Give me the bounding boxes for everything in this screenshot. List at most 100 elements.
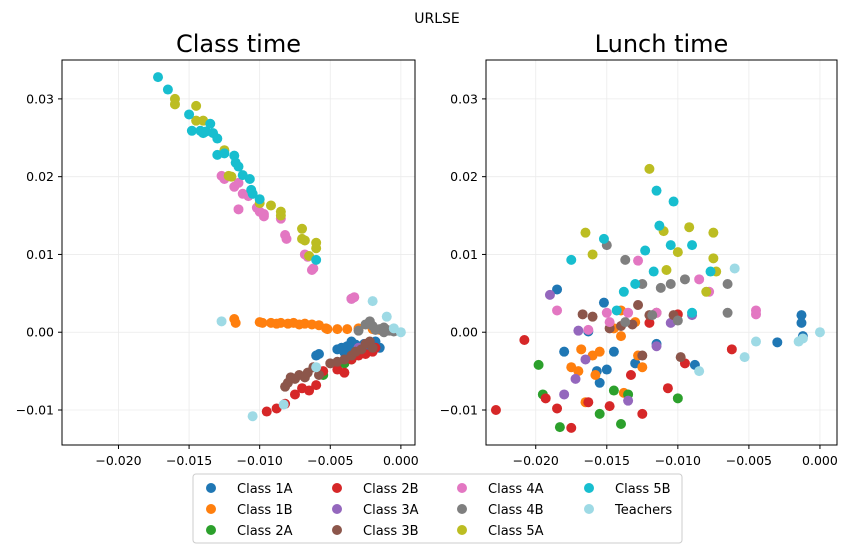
data-point — [726, 344, 737, 355]
y-tick-label: 0.03 — [26, 91, 54, 106]
data-point — [665, 279, 676, 289]
y-tick-label: 0.02 — [26, 169, 54, 184]
legend-marker — [206, 504, 216, 514]
data-point — [648, 266, 659, 277]
y-tick-label: 0.01 — [450, 247, 478, 262]
data-point — [219, 148, 230, 159]
data-point — [342, 324, 353, 335]
data-point — [608, 346, 619, 357]
data-point — [367, 342, 378, 353]
x-tick-label: −0.015 — [584, 453, 630, 468]
data-point — [665, 240, 676, 251]
data-point — [654, 220, 665, 231]
data-point — [655, 282, 666, 293]
data-point — [604, 401, 615, 412]
data-point — [594, 346, 605, 357]
chart-panel-class-time: −0.020 −0.015 −0.010 −0.005 0.000 −0.01 0.00 0.… — [16, 30, 419, 468]
data-point — [275, 210, 286, 221]
y-tick-label: 0.00 — [26, 325, 54, 340]
data-point — [281, 233, 292, 244]
data-point — [601, 364, 612, 375]
x-tick-label: −0.010 — [237, 453, 283, 468]
data-point — [191, 100, 202, 111]
data-point — [608, 385, 619, 396]
data-point — [739, 352, 750, 363]
data-point — [265, 200, 276, 211]
data-point — [583, 397, 594, 408]
x-tick-label: −0.005 — [307, 453, 353, 468]
data-point — [580, 354, 591, 365]
data-point — [247, 411, 258, 422]
data-point — [381, 311, 392, 322]
data-point — [186, 125, 197, 136]
data-point — [625, 370, 636, 380]
data-point — [687, 307, 698, 318]
data-point — [751, 336, 761, 347]
data-point — [297, 223, 308, 234]
data-point — [668, 196, 679, 207]
data-point — [587, 249, 598, 260]
data-point — [751, 309, 761, 320]
data-point — [675, 352, 686, 363]
data-point — [322, 324, 333, 335]
data-point — [722, 279, 733, 289]
x-tick-label: −0.010 — [655, 453, 701, 468]
data-point — [261, 406, 272, 417]
data-point — [544, 289, 555, 300]
data-point — [722, 307, 733, 318]
data-point — [796, 310, 807, 321]
data-point — [661, 265, 672, 275]
chart-title: Class time — [176, 30, 301, 58]
figure-suptitle: URLSE — [414, 11, 460, 27]
data-point — [191, 115, 202, 126]
legend-label: Teachers — [614, 503, 672, 518]
x-tick-label: −0.020 — [95, 453, 141, 468]
data-point — [533, 359, 544, 370]
legend-label: Class 4A — [488, 482, 544, 497]
data-point — [611, 305, 622, 316]
data-point — [233, 161, 244, 172]
data-point — [694, 274, 705, 285]
axes-frame — [61, 59, 416, 446]
data-point — [576, 344, 587, 355]
data-point — [587, 311, 598, 322]
legend: Class 1A Class 1B Class 2A Class 2B Class 3A… — [192, 473, 683, 544]
axes-frame — [485, 59, 838, 446]
data-point — [630, 279, 641, 289]
data-point — [772, 337, 783, 348]
legend-box — [192, 473, 683, 544]
data-point — [230, 317, 241, 328]
data-point — [566, 254, 577, 265]
y-tick-label: 0.01 — [26, 247, 54, 262]
data-point — [708, 253, 719, 264]
data-point — [577, 309, 588, 320]
data-point — [651, 185, 662, 196]
data-point — [583, 324, 594, 335]
data-point — [640, 245, 651, 256]
data-point — [346, 336, 357, 347]
data-point — [519, 335, 530, 345]
data-point — [637, 279, 648, 289]
legend-marker — [332, 504, 342, 514]
data-point — [616, 419, 626, 429]
data-point — [205, 118, 216, 129]
legend-marker — [332, 483, 342, 493]
data-point — [313, 370, 324, 380]
legend-label: Class 2B — [363, 482, 419, 497]
data-point — [552, 305, 563, 316]
data-point — [796, 317, 807, 328]
data-point — [623, 307, 634, 318]
data-point — [244, 174, 255, 184]
data-point — [701, 286, 712, 297]
data-point — [651, 341, 662, 352]
data-point — [254, 194, 265, 205]
data-point — [278, 399, 289, 410]
legend-marker — [584, 504, 594, 514]
y-tick-label: 0.02 — [450, 169, 478, 184]
data-point — [153, 72, 164, 83]
data-point — [637, 408, 648, 419]
legend-marker — [457, 525, 467, 535]
data-point — [552, 284, 563, 295]
data-point — [311, 380, 322, 391]
data-point — [604, 317, 615, 328]
